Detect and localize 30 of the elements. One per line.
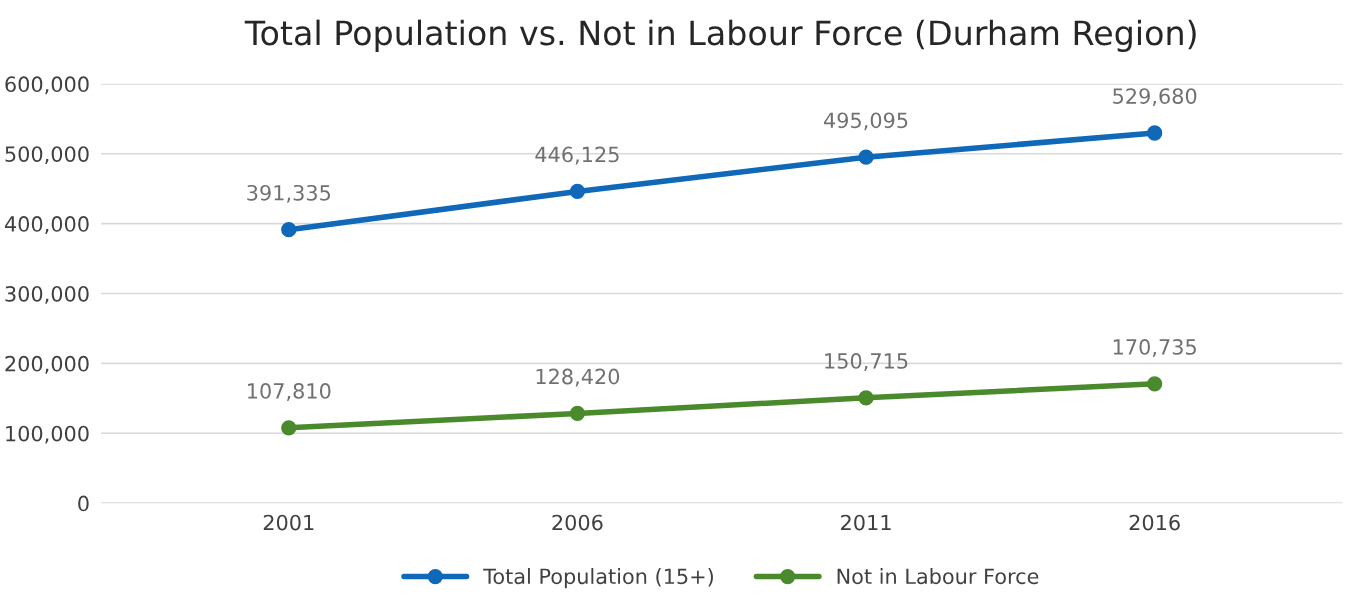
legend-label: Not in Labour Force <box>837 568 1039 585</box>
y-tick-label: 600,000 <box>5 76 89 95</box>
data-label: 150,715 <box>825 353 908 371</box>
point <box>569 183 586 200</box>
point <box>281 222 297 238</box>
point <box>281 420 297 436</box>
point <box>1147 125 1163 141</box>
x-tick-label: 2006 <box>552 514 603 531</box>
data-label: 107,810 <box>247 383 331 401</box>
chart-title: Total Population vs. Not in Labour Force (Durham Region) <box>244 19 1196 52</box>
point <box>858 390 874 406</box>
legend-label: Total Population (15+) <box>483 568 713 589</box>
y-tick-label: 300,000 <box>5 285 89 304</box>
y-tick-label: 500,000 <box>5 146 89 165</box>
x-tick-label: 2001 <box>263 514 314 531</box>
y-tick-label: 400,000 <box>4 216 89 234</box>
data-label: 170,735 <box>1113 339 1196 357</box>
data-label: 529,680 <box>1113 88 1197 107</box>
point <box>858 149 874 165</box>
x-tick-label: 2016 <box>1129 514 1180 531</box>
point <box>569 405 586 422</box>
x-tick-label: 2011 <box>841 514 891 531</box>
data-label: 391,335 <box>247 184 331 203</box>
y-tick-label: 200,000 <box>5 355 89 374</box>
data-label: 128,420 <box>536 368 620 387</box>
data-label: 495,095 <box>823 112 908 131</box>
point <box>1147 376 1163 392</box>
y-tick-label: 100,000 <box>6 425 89 444</box>
y-tick-label: 0 <box>78 495 89 512</box>
data-label: 446,125 <box>535 146 619 165</box>
